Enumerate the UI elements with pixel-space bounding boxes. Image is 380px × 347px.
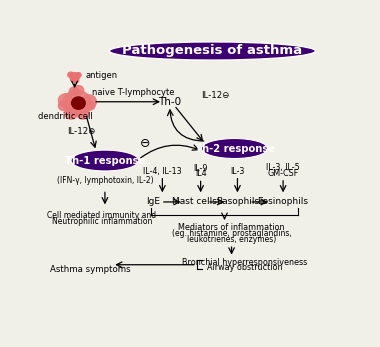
- Text: leukotrienes, enzymes): leukotrienes, enzymes): [187, 235, 276, 244]
- Text: Pathogenesis of asthma: Pathogenesis of asthma: [122, 44, 302, 58]
- Text: IL-4, IL-13: IL-4, IL-13: [143, 167, 182, 176]
- Text: IgE: IgE: [147, 197, 160, 206]
- Circle shape: [76, 73, 81, 77]
- Text: Eosinophils: Eosinophils: [258, 197, 309, 206]
- Text: Neutrophilic inflammation: Neutrophilic inflammation: [52, 218, 152, 227]
- Text: dendritic cell: dendritic cell: [38, 112, 93, 121]
- Circle shape: [63, 90, 91, 116]
- Text: Bronchial hyperresponsiveness: Bronchial hyperresponsiveness: [182, 257, 307, 266]
- Text: Th-0: Th-0: [158, 97, 181, 107]
- Text: (IFN-γ, lymphotoxin, IL-2): (IFN-γ, lymphotoxin, IL-2): [57, 176, 153, 185]
- Text: Airway obstruction: Airway obstruction: [207, 263, 283, 272]
- Text: naive T-lymphocyte: naive T-lymphocyte: [92, 88, 174, 97]
- Circle shape: [65, 107, 78, 119]
- Circle shape: [69, 87, 79, 96]
- Circle shape: [76, 107, 89, 119]
- Circle shape: [59, 94, 73, 107]
- Text: Mediators of inflammation: Mediators of inflammation: [178, 223, 285, 232]
- Circle shape: [73, 85, 84, 95]
- Text: (eg. histamine, prostaglandins,: (eg. histamine, prostaglandins,: [172, 229, 291, 238]
- Text: ⊖: ⊖: [139, 137, 150, 151]
- Text: GM-CSF: GM-CSF: [268, 169, 299, 178]
- Text: antigen: antigen: [85, 71, 117, 80]
- Circle shape: [73, 78, 79, 83]
- Circle shape: [68, 72, 74, 77]
- Text: Th-2 response: Th-2 response: [195, 144, 274, 153]
- Circle shape: [70, 77, 75, 82]
- Circle shape: [81, 95, 97, 109]
- Circle shape: [86, 101, 95, 110]
- Text: IL-12⊖: IL-12⊖: [201, 91, 230, 100]
- Text: IL-9: IL-9: [193, 164, 208, 173]
- Circle shape: [59, 101, 69, 111]
- Circle shape: [70, 73, 79, 81]
- Ellipse shape: [109, 42, 315, 60]
- Text: Cell mediated immunity and: Cell mediated immunity and: [48, 211, 157, 220]
- Text: IL-3, IL-5: IL-3, IL-5: [266, 163, 300, 172]
- Text: Basophils: Basophils: [216, 197, 259, 206]
- Text: Th-1 response: Th-1 response: [65, 155, 145, 166]
- Text: IL-12⊕: IL-12⊕: [67, 127, 96, 136]
- Text: Mast cells: Mast cells: [172, 197, 217, 206]
- Text: IL-3: IL-3: [230, 167, 245, 176]
- Ellipse shape: [201, 138, 268, 159]
- Circle shape: [72, 97, 85, 109]
- Text: IL4: IL4: [195, 169, 206, 178]
- Text: Asthma symptoms: Asthma symptoms: [50, 265, 130, 274]
- Ellipse shape: [71, 150, 139, 171]
